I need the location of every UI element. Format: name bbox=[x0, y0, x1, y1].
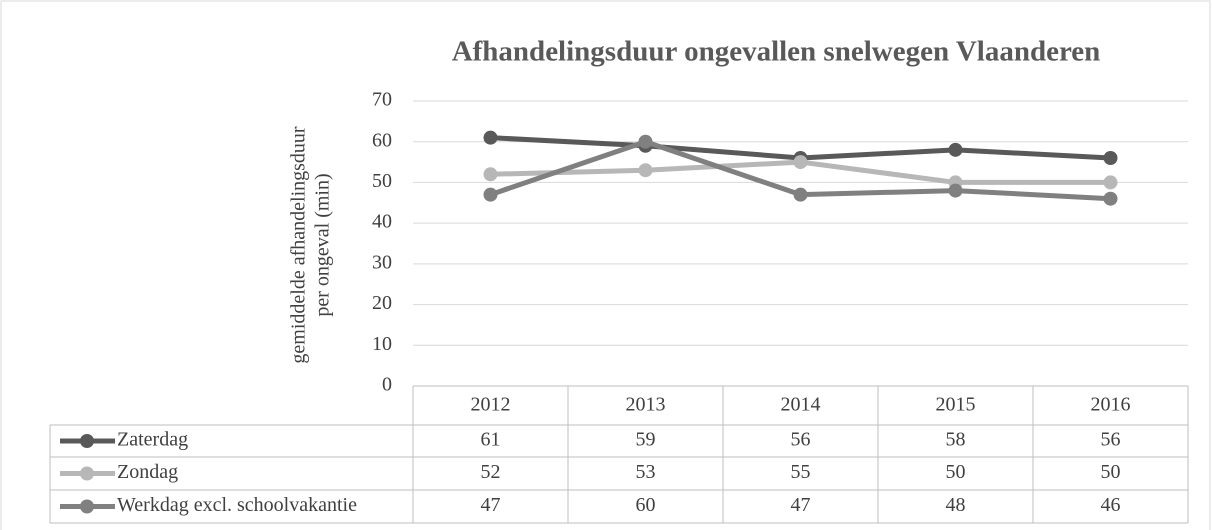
y-tick-label: 60 bbox=[372, 129, 392, 151]
data-point bbox=[1103, 175, 1118, 190]
data-point bbox=[483, 130, 498, 145]
table-value: 53 bbox=[636, 461, 656, 483]
data-point bbox=[948, 142, 963, 157]
chart-title: Afhandelingsduur ongevallen snelwegen Vl… bbox=[452, 36, 1101, 68]
y-tick-label: 70 bbox=[372, 89, 392, 111]
x-tick-label: 2015 bbox=[936, 394, 976, 416]
x-tick-label: 2012 bbox=[471, 394, 511, 416]
y-tick-label: 50 bbox=[372, 170, 392, 192]
data-point bbox=[948, 183, 963, 198]
legend-label: Zondag bbox=[117, 461, 178, 483]
y-tick-label: 10 bbox=[372, 333, 392, 355]
data-point bbox=[793, 155, 808, 170]
legend-marker bbox=[80, 499, 94, 514]
table-value: 59 bbox=[636, 429, 656, 451]
data-point bbox=[638, 134, 653, 149]
table-value: 52 bbox=[481, 461, 501, 483]
y-tick-label: 30 bbox=[372, 251, 392, 273]
y-label-line: per ongeval (min) bbox=[312, 173, 334, 316]
table-value: 48 bbox=[946, 494, 966, 516]
data-point bbox=[483, 187, 498, 202]
y-label-line: gemiddelde afhandelingsduur bbox=[288, 126, 310, 363]
data-point bbox=[1103, 151, 1118, 165]
table-value: 56 bbox=[1101, 429, 1121, 451]
legend-label: Zaterdag bbox=[117, 429, 188, 451]
table-value: 56 bbox=[791, 429, 811, 451]
table-value: 50 bbox=[1101, 461, 1121, 483]
y-tick-label: 20 bbox=[372, 292, 392, 314]
table-value: 50 bbox=[946, 461, 966, 483]
legend-marker bbox=[80, 466, 94, 481]
legend-label: Werkdag excl. schoolvakantie bbox=[117, 494, 357, 516]
data-point bbox=[638, 163, 653, 178]
table-value: 47 bbox=[791, 494, 811, 516]
x-tick-label: 2016 bbox=[1091, 394, 1131, 416]
data-point bbox=[1103, 191, 1118, 206]
x-tick-label: 2014 bbox=[781, 394, 821, 416]
y-tick-label: 40 bbox=[372, 211, 392, 233]
y-tick-label: 0 bbox=[382, 374, 392, 396]
table-value: 47 bbox=[481, 494, 501, 516]
table-value: 46 bbox=[1101, 494, 1121, 516]
data-point bbox=[793, 187, 808, 202]
x-tick-label: 2013 bbox=[626, 394, 666, 416]
data-point bbox=[483, 167, 498, 182]
legend-marker bbox=[80, 434, 94, 448]
y-axis-label: gemiddelde afhandelingsduur per ongeval … bbox=[288, 126, 334, 363]
table-value: 58 bbox=[946, 429, 966, 451]
table-value: 61 bbox=[481, 429, 501, 451]
table-value: 60 bbox=[636, 494, 656, 516]
table-value: 55 bbox=[791, 461, 811, 483]
